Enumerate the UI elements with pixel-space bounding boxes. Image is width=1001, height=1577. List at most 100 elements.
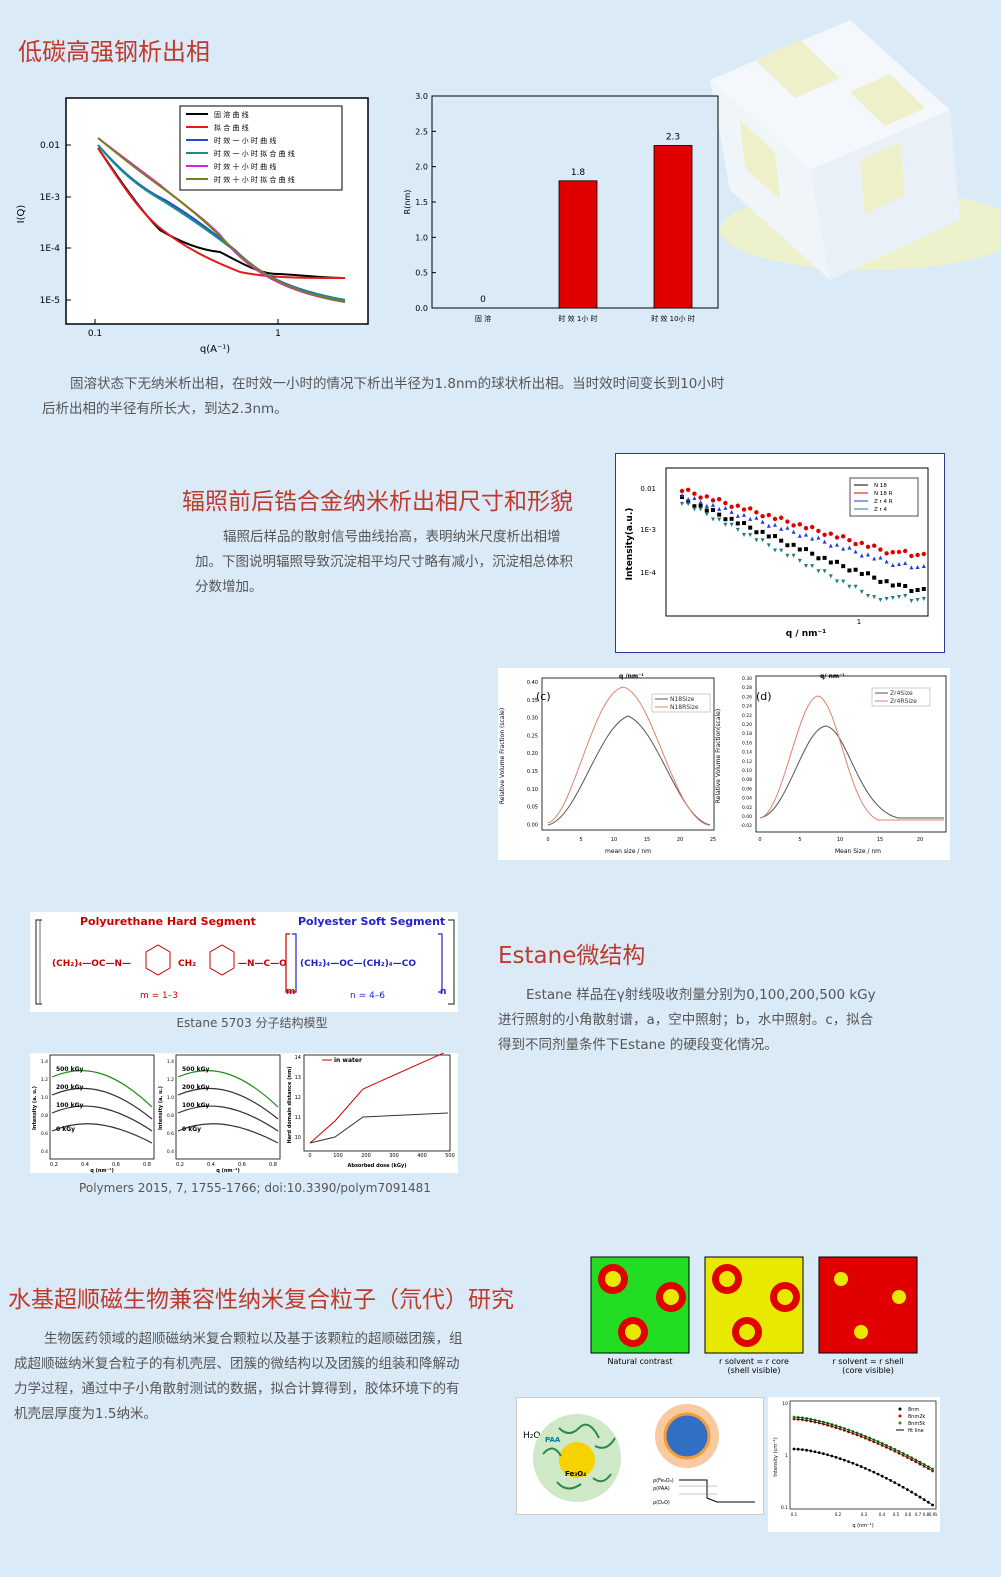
estane-structure-formula: Polyurethane Hard Segment Polyester Soft… <box>30 912 458 1012</box>
particle-core <box>777 1289 793 1305</box>
data-point <box>711 502 715 507</box>
y-tick: 0.12 <box>742 759 752 765</box>
x-tick: 0.8 <box>143 1162 151 1168</box>
data-point <box>853 584 858 589</box>
data-point <box>742 521 746 526</box>
x-axis-label: q(A⁻¹) <box>200 344 230 355</box>
x-tick: 0.2 <box>176 1162 184 1168</box>
data-point <box>735 513 740 518</box>
structure-caption: Estane 5703 分子结构模型 <box>176 1016 328 1030</box>
legend-n18size: N18Size <box>670 696 695 703</box>
data-point <box>915 565 920 569</box>
y-tick: 12 <box>295 1095 301 1101</box>
dose-label: 0 kGy <box>182 1126 201 1133</box>
data-point <box>723 505 728 510</box>
x-tick: 0.4 <box>207 1162 215 1168</box>
panel-c-tag: (c) <box>536 690 551 703</box>
data-point <box>760 513 765 519</box>
data-point <box>810 551 815 556</box>
data-point <box>711 508 715 513</box>
dose-legend: in water <box>334 1057 362 1064</box>
legend-entry: N 18 <box>874 483 887 489</box>
y-tick: 11 <box>295 1115 301 1121</box>
x-tick: 0.2 <box>835 1512 842 1517</box>
data-point <box>816 535 821 540</box>
data-point <box>816 556 821 561</box>
data-point <box>779 515 784 520</box>
dose-y-label: Hard domain distance (nm) <box>287 1067 293 1144</box>
y-tick: 0.35 <box>527 698 538 704</box>
panel-c-y-label: Relative Volume Fraction (scale) <box>499 708 506 804</box>
contrast-label: r solvent = r core <box>719 1357 789 1366</box>
data-point <box>772 516 778 522</box>
data-point <box>903 594 908 598</box>
legend-entry: fit line <box>908 1428 924 1434</box>
bar-category-label: 时 效 10小 时 <box>651 314 695 323</box>
data-point <box>729 509 734 514</box>
contrast-label: Natural contrast <box>607 1357 672 1366</box>
data-point <box>717 496 722 502</box>
data-point <box>847 584 852 589</box>
y-tick: 1.0 <box>415 233 428 242</box>
data-point <box>884 559 889 564</box>
data-point <box>791 553 796 558</box>
x-tick: 20 <box>917 837 923 843</box>
data-point <box>890 550 895 555</box>
data-point <box>766 512 771 518</box>
x-tick: 0.4 <box>81 1162 89 1168</box>
dose-label: 500 kGy <box>182 1066 210 1073</box>
nanoparticle-sans-chart: Intensity (cm⁻¹) q (nm⁻¹) 8nm 8nm2k 8nm5k f… <box>768 1397 940 1532</box>
data-point <box>822 555 827 560</box>
data-point <box>903 561 908 565</box>
x-tick: 0.3 <box>861 1512 868 1517</box>
particle-core <box>834 1272 848 1286</box>
data-point <box>853 541 858 547</box>
data-point <box>692 507 697 512</box>
y-tick: 0.26 <box>742 694 752 700</box>
data-point <box>890 583 895 588</box>
soft-segment-label: Polyester Soft Segment <box>298 915 445 928</box>
data-point <box>698 499 703 504</box>
data-point <box>828 560 833 565</box>
data-point <box>834 535 840 540</box>
data-point <box>897 562 901 566</box>
data-point <box>872 595 877 600</box>
y-tick: 0.05 <box>527 805 538 811</box>
data-point <box>921 597 926 601</box>
data-point <box>915 598 920 602</box>
data-point <box>686 496 691 501</box>
y-tick: 0.20 <box>527 751 538 757</box>
bar-value-label: 1.8 <box>571 168 586 178</box>
data-point <box>872 556 877 561</box>
legend-zr4rsize: Zr4RSize <box>890 698 917 705</box>
panel-d-x-label: Mean Size / nm <box>835 848 881 855</box>
x-tick: 10 <box>837 837 843 843</box>
x-tick: 0.1 <box>791 1512 798 1517</box>
data-point <box>828 531 833 536</box>
data-point <box>692 504 697 509</box>
bar-category-label: 时 效 1小 时 <box>558 314 597 323</box>
data-point <box>680 493 684 497</box>
bar-category-label: 固 溶 <box>475 314 491 323</box>
data-point <box>773 534 777 539</box>
particle-core <box>605 1271 621 1287</box>
data-point <box>766 543 771 548</box>
legend-entry: 时 效 十 小 时 拟 合 曲 线 <box>214 175 295 184</box>
x-tick: 0 <box>308 1153 311 1159</box>
data-point <box>841 564 846 569</box>
data-point <box>878 579 883 584</box>
data-point <box>859 589 864 594</box>
estane-curve <box>177 1070 279 1108</box>
y-tick: 14 <box>295 1055 301 1061</box>
dose-line-air <box>309 1112 449 1144</box>
data-point <box>698 495 703 500</box>
y-tick: 0.4 <box>41 1149 48 1155</box>
y-tick: 0.08 <box>742 777 752 783</box>
data-point <box>828 574 833 579</box>
particle-core <box>719 1271 735 1287</box>
x-tick: 0.8 <box>269 1162 277 1168</box>
y-axis-label: R(nm) <box>403 190 412 215</box>
steel-saxs-chart: I(Q) q(A⁻¹) 0.01 1E-3 1E-4 1E-5 0.1 1 固 … <box>10 90 380 360</box>
bar <box>653 145 693 309</box>
legend-entry: 时 效 一 小 时 曲 线 <box>214 136 276 145</box>
